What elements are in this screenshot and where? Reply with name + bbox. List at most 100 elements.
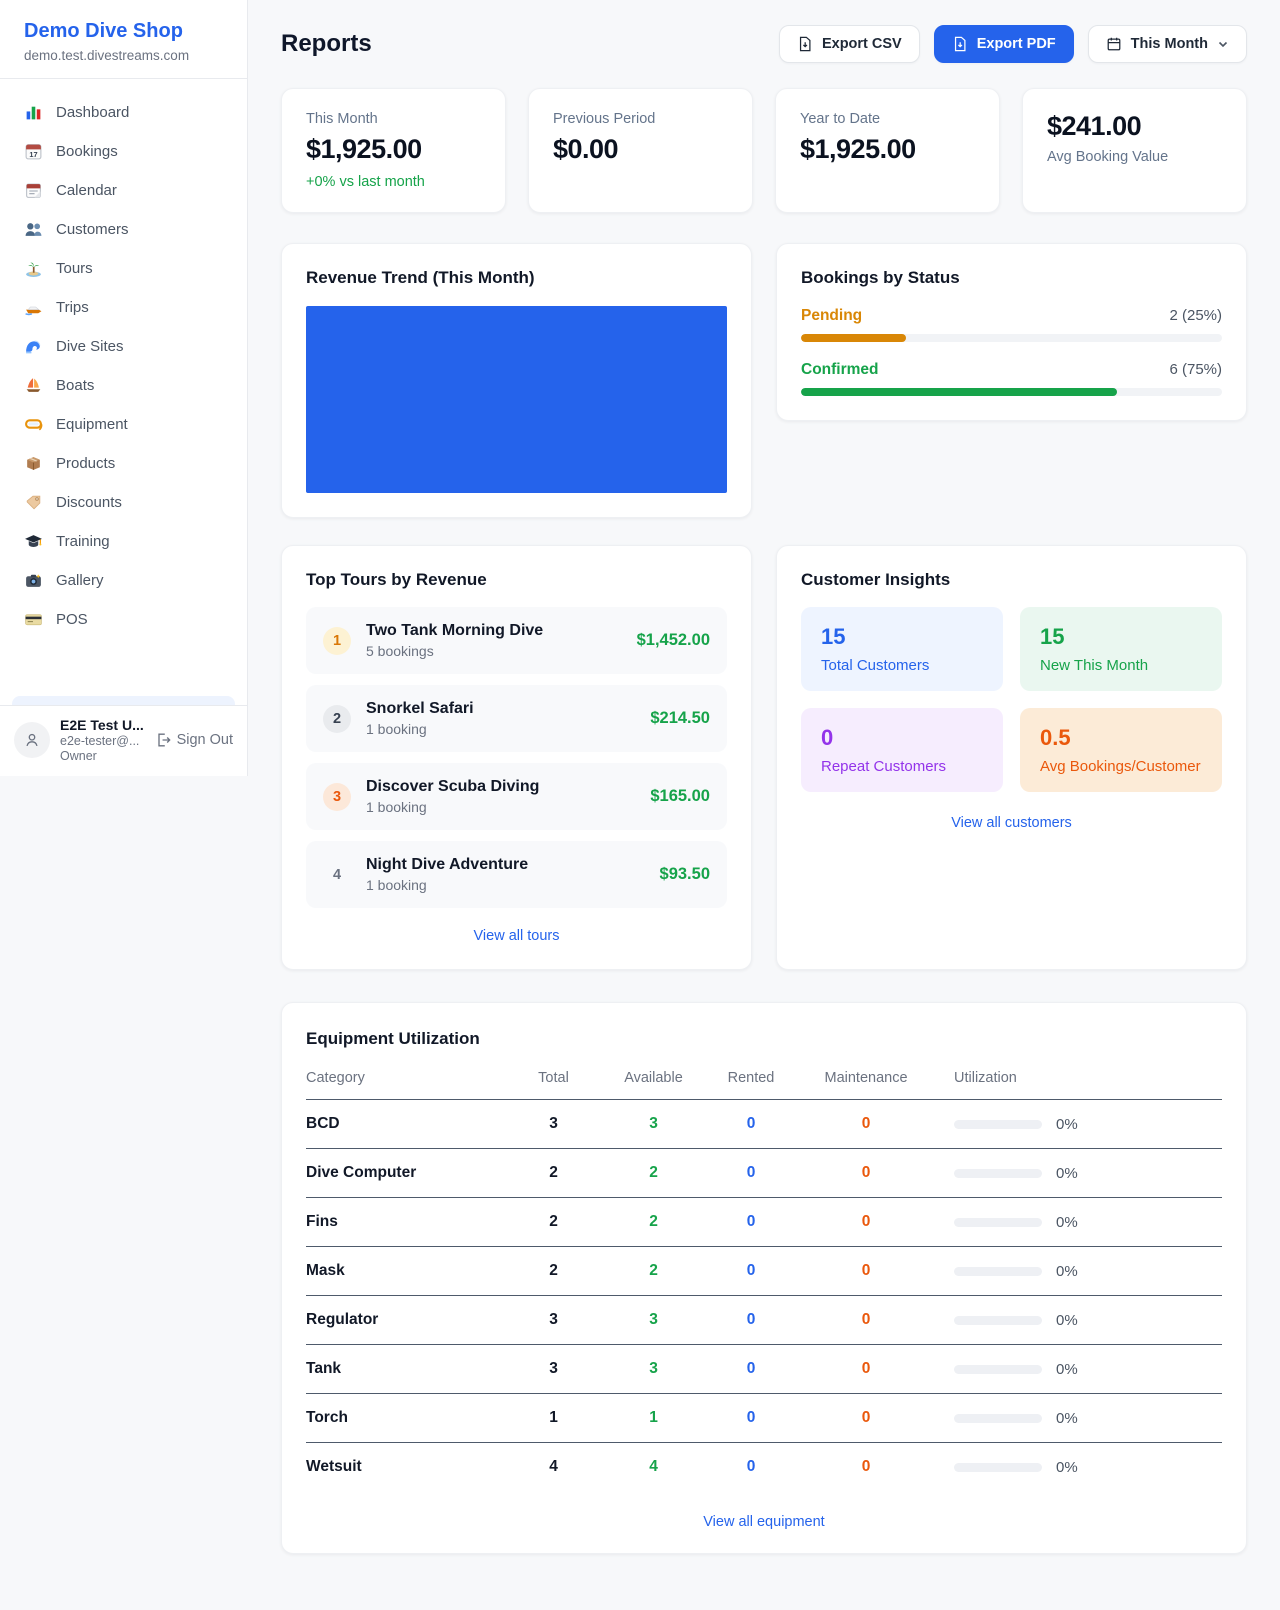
cell-available: 3 [601, 1099, 706, 1149]
utilization-bar [954, 1364, 1042, 1374]
utilization-percent: 0% [1056, 1164, 1078, 1182]
sidebar-item-gallery[interactable]: Gallery [12, 561, 235, 600]
revenue-trend-chart [306, 306, 727, 493]
sidebar-item-boats[interactable]: Boats [12, 366, 235, 405]
rank-badge: 2 [323, 704, 351, 733]
sign-out-label: Sign Out [176, 732, 233, 748]
col-header-rented: Rented [706, 1070, 796, 1100]
sidebar-item-dive-sites[interactable]: Dive Sites [12, 327, 235, 366]
sidebar-item-calendar[interactable]: Calendar [12, 171, 235, 210]
stat-cards: This Month $1,925.00 +0% vs last month P… [281, 88, 1247, 213]
sidebar-item-discounts[interactable]: Discounts [12, 483, 235, 522]
cell-maintenance: 0 [796, 1295, 936, 1345]
stat-value: $241.00 [1047, 111, 1142, 141]
equipment-utilization-card: Equipment Utilization Category Total Ava… [281, 1002, 1247, 1554]
bar-chart-icon [24, 103, 43, 122]
tour-amount: $214.50 [650, 709, 710, 727]
cell-available: 3 [601, 1344, 706, 1394]
sidebar-item-tours[interactable]: Tours [12, 249, 235, 288]
tour-bookings: 5 bookings [366, 643, 434, 659]
sidebar-item-label: Equipment [56, 416, 128, 433]
cell-rented: 0 [746, 1458, 756, 1475]
insight-tile-total-customers: 15 Total Customers [801, 607, 1003, 691]
sidebar-item-equipment[interactable]: Equipment [12, 405, 235, 444]
sidebar-item-dashboard[interactable]: Dashboard [12, 93, 235, 132]
grad-cap-icon [24, 532, 43, 551]
sign-out-icon [157, 733, 171, 747]
sign-out-button[interactable]: Sign Out [155, 732, 233, 748]
utilization-percent: 0% [1056, 1213, 1078, 1231]
cell-category: Dive Computer [306, 1148, 506, 1198]
user-email: e2e-tester@... [60, 734, 140, 748]
revenue-trend-title: Revenue Trend (This Month) [306, 268, 535, 287]
tour-name: Two Tank Morning Dive [366, 622, 544, 639]
status-count: 6 (75%) [1169, 361, 1222, 378]
export-csv-button[interactable]: Export CSV [778, 25, 920, 63]
tour-name: Night Dive Adventure [366, 856, 529, 873]
col-header-total: Total [506, 1070, 601, 1100]
sidebar-item-customers[interactable]: Customers [12, 210, 235, 249]
nav-active-item-partial[interactable] [12, 696, 235, 705]
cell-total: 1 [506, 1393, 601, 1443]
rank-badge: 1 [323, 626, 351, 655]
tour-bookings: 1 booking [366, 721, 427, 737]
cell-maintenance: 0 [796, 1393, 936, 1443]
stat-delta: +0% vs last month [306, 174, 425, 190]
tour-amount: $165.00 [650, 787, 710, 805]
stat-value: $0.00 [553, 134, 619, 164]
cell-total: 3 [506, 1344, 601, 1394]
utilization-bar [954, 1413, 1042, 1423]
sailboat-icon [24, 376, 43, 395]
period-dropdown[interactable]: This Month [1087, 25, 1247, 63]
stat-card-avg-booking: $241.00 Avg Booking Value [1022, 88, 1247, 213]
equipment-table: Category Total Available Rented Maintena… [306, 1070, 1222, 1491]
package-icon [24, 454, 43, 473]
col-header-maintenance: Maintenance [796, 1070, 936, 1100]
speedboat-icon [24, 298, 43, 317]
sidebar-item-label: Boats [56, 377, 95, 394]
sidebar-item-label: Products [56, 455, 116, 472]
tile-label: Avg Bookings/Customer [1040, 758, 1201, 775]
people-icon [24, 220, 43, 239]
progress-fill [801, 388, 1117, 396]
customer-insights-card: Customer Insights 15 Total Customers 15 … [776, 545, 1247, 970]
progress-track [801, 334, 1222, 342]
calendar-icon [1107, 37, 1121, 51]
insight-tile-repeat-customers: 0 Repeat Customers [801, 708, 1003, 792]
sidebar-item-pos[interactable]: POS [12, 600, 235, 639]
shop-domain: demo.test.divestreams.com [24, 48, 190, 63]
stat-card-previous-period: Previous Period $0.00 [528, 88, 753, 213]
tag-icon [24, 493, 43, 512]
bookings-by-status-title: Bookings by Status [801, 268, 960, 287]
cell-total: 3 [506, 1099, 601, 1149]
cell-category: Regulator [306, 1295, 506, 1345]
tour-bookings: 1 booking [366, 799, 427, 815]
sidebar-item-products[interactable]: Products [12, 444, 235, 483]
sidebar-item-label: Discounts [56, 494, 122, 511]
view-all-equipment-link[interactable]: View all equipment [703, 1514, 825, 1530]
cell-rented: 0 [706, 1099, 796, 1149]
status-row-pending: Pending 2 (25%) [801, 307, 1222, 342]
cell-category: Mask [306, 1246, 506, 1296]
top-tours-card: Top Tours by Revenue 1 Two Tank Morning … [281, 545, 752, 970]
camera-icon [24, 571, 43, 590]
table-row: Torch 1 1 0 0 0% [306, 1393, 1222, 1443]
export-pdf-button[interactable]: Export PDF [933, 25, 1074, 63]
sidebar-item-bookings[interactable]: 17 Bookings [12, 132, 235, 171]
svg-text:17: 17 [29, 150, 37, 159]
user-name: E2E Test U... [60, 717, 144, 733]
tile-value: 0 [821, 725, 834, 750]
view-all-tours-link[interactable]: View all tours [473, 928, 560, 944]
table-row: BCD 3 3 0 0 0% [306, 1099, 1222, 1149]
table-row: Fins 2 2 0 0 0% [306, 1197, 1222, 1247]
avatar [14, 722, 50, 758]
sidebar-item-training[interactable]: Training [12, 522, 235, 561]
tour-bookings: 1 booking [366, 877, 427, 893]
shop-name: Demo Dive Shop [24, 20, 183, 42]
view-all-customers-link[interactable]: View all customers [951, 815, 1072, 831]
tear-calendar-icon [24, 181, 43, 200]
cell-maintenance: 0 [796, 1148, 936, 1198]
utilization-percent: 0% [1056, 1409, 1078, 1427]
sidebar-item-label: Dashboard [56, 104, 130, 121]
sidebar-item-trips[interactable]: Trips [12, 288, 235, 327]
